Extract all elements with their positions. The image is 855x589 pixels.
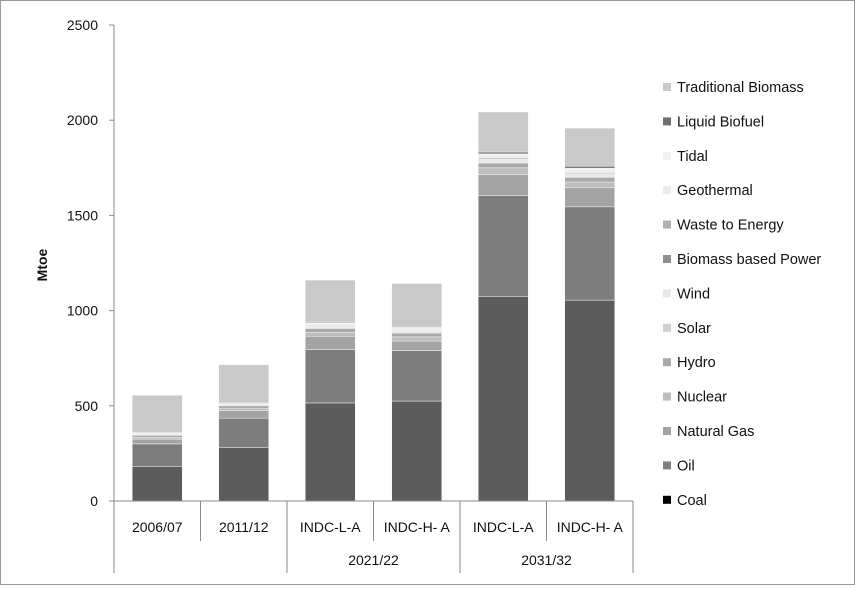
legend-label: Coal xyxy=(677,493,707,509)
bar-segment-liquid-biofuel xyxy=(478,151,529,155)
x-category-label: INDC-H- A xyxy=(557,519,624,535)
bar-segment-natural-gas xyxy=(305,336,356,350)
bar-segment-nuclear xyxy=(478,167,529,175)
bar-segment-tidal xyxy=(564,167,615,171)
bar-segment-coal xyxy=(564,299,615,502)
legend-label: Oil xyxy=(677,458,695,474)
y-tick-label: 2000 xyxy=(67,112,98,128)
bar-segment-nuclear xyxy=(218,408,269,411)
bar-segment-hydro xyxy=(564,177,615,183)
bar-segment-oil xyxy=(132,443,183,467)
bar-segment-hydro xyxy=(305,328,356,333)
legend-label: Nuclear xyxy=(677,390,727,406)
legend-label: Tidal xyxy=(677,149,708,165)
bar-segment-oil xyxy=(478,195,529,297)
legend-swatch xyxy=(663,358,671,367)
bar-segment-traditional-biomass xyxy=(478,111,529,153)
legend-swatch xyxy=(663,83,671,91)
x-category-label: INDC-L-A xyxy=(300,519,361,535)
bar-segment-coal xyxy=(391,400,442,502)
legend-label: Wind xyxy=(677,286,710,302)
bar-segment-coal xyxy=(218,447,269,502)
bar-segment-hydro xyxy=(391,332,442,338)
bar-segment-traditional-biomass xyxy=(132,395,183,433)
bar-segment-coal xyxy=(132,466,183,502)
bar-segment-nuclear xyxy=(564,181,615,189)
bar-segment-nuclear xyxy=(132,436,183,440)
x-category-label: INDC-L-A xyxy=(473,519,534,535)
bar-segment-wind xyxy=(564,173,615,177)
bar-segment-geothermal xyxy=(564,169,615,173)
y-tick-label: 2500 xyxy=(67,17,98,33)
axes xyxy=(113,25,634,573)
legend-swatch xyxy=(663,495,671,504)
y-axis-ticks: 0 500 1000 1500 2000 2500 xyxy=(67,17,114,509)
legend-label: Traditional Biomass xyxy=(677,80,804,96)
legend-swatch xyxy=(663,151,671,160)
legend-swatch xyxy=(663,427,671,435)
bar-segment-traditional-biomass xyxy=(391,283,442,327)
bar-segment-oil xyxy=(305,349,356,404)
bar-segment-coal xyxy=(478,296,529,502)
bar-segment-natural-gas xyxy=(478,174,529,196)
bar-segment-traditional-biomass xyxy=(305,279,356,323)
x-group-label: 2021/22 xyxy=(348,552,399,568)
bar-segment-wind xyxy=(305,325,356,328)
bar-segment-oil xyxy=(218,417,269,448)
legend-label: Biomass based Power xyxy=(677,252,821,268)
bars xyxy=(132,111,615,502)
legend-swatch xyxy=(663,461,671,470)
legend-label: Natural Gas xyxy=(677,424,754,440)
y-tick-label: 0 xyxy=(90,493,98,509)
y-tick-label: 500 xyxy=(75,398,99,414)
x-category-label: INDC-H- A xyxy=(384,519,451,535)
legend-swatch xyxy=(663,220,671,229)
bar-segment-liquid-biofuel xyxy=(564,166,615,169)
x-category-label: 2011/12 xyxy=(219,519,269,535)
bar-segment-natural-gas xyxy=(218,410,269,419)
legend-label: Liquid Biofuel xyxy=(677,114,764,130)
bar-segment-nuclear xyxy=(391,336,442,342)
legend: Traditional Biomass Liquid Biofuel Tidal Ge… xyxy=(663,80,821,509)
bar-segment-oil xyxy=(564,206,615,301)
bar-segment-traditional-biomass xyxy=(564,127,615,167)
bar-segment-natural-gas xyxy=(132,438,183,445)
bar-segment-natural-gas xyxy=(564,187,615,208)
legend-swatch xyxy=(663,289,671,298)
y-axis-title: Mtoe xyxy=(34,248,50,281)
legend-swatch xyxy=(663,255,671,263)
bar-segment-geothermal xyxy=(478,155,529,158)
legend-swatch xyxy=(663,117,671,126)
bar-segment-oil xyxy=(391,350,442,402)
bar-segment-natural-gas xyxy=(391,340,442,351)
y-tick-label: 1500 xyxy=(67,207,98,223)
bar-segment-traditional-biomass xyxy=(218,364,269,404)
legend-label: Waste to Energy xyxy=(677,218,784,234)
bar-segment-hydro xyxy=(478,162,529,169)
legend-swatch xyxy=(663,392,671,401)
bar-segment-nuclear xyxy=(305,332,356,337)
legend-label: Solar xyxy=(677,321,711,337)
legend-label: Hydro xyxy=(677,355,716,371)
bar-segment-hydro xyxy=(218,405,269,409)
legend-label: Geothermal xyxy=(677,183,753,199)
bar-segment-coal xyxy=(305,402,356,502)
bar-segment-tidal xyxy=(478,153,529,157)
legend-swatch xyxy=(663,186,671,195)
x-category-label: 2006/07 xyxy=(132,519,183,535)
x-group-label: 2031/32 xyxy=(521,552,572,568)
legend-swatch xyxy=(663,323,671,332)
x-axis-labels: 2006/07 2011/12 INDC-L-A INDC-H- A INDC-L-A I… xyxy=(132,519,624,568)
bar-segment-wind xyxy=(391,329,442,333)
y-tick-label: 1000 xyxy=(67,303,98,319)
bar-segment-wind xyxy=(478,158,529,163)
